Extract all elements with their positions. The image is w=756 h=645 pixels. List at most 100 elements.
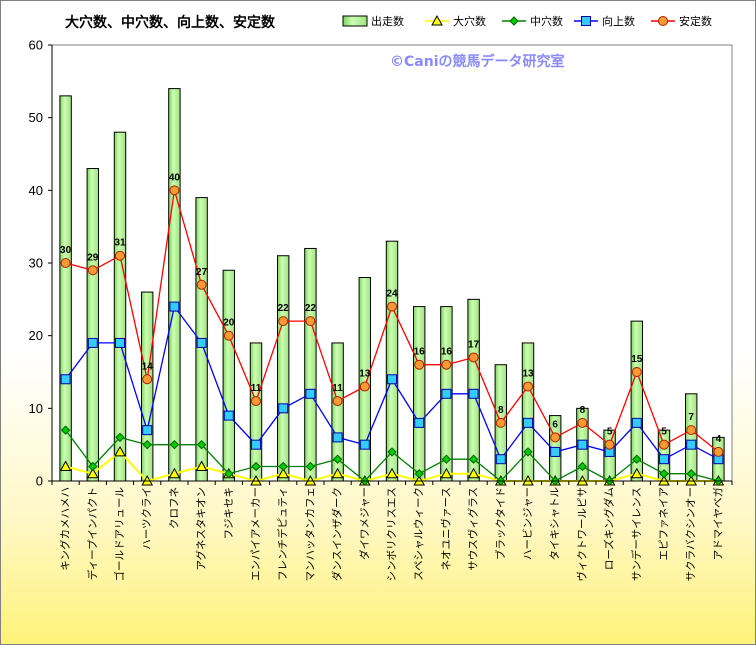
series-0-point-8 — [277, 467, 290, 479]
series-0-point-5 — [195, 460, 208, 471]
data-label-5: 27 — [196, 267, 208, 278]
series-2-point-7 — [251, 439, 261, 450]
series-1-point-3 — [142, 439, 152, 450]
y-tick-label: 10 — [29, 401, 43, 416]
series-0-point-12 — [386, 467, 398, 479]
y-tick-label: 0 — [36, 474, 43, 489]
series-3-point-22 — [659, 439, 669, 450]
series-3-point-12 — [387, 301, 397, 312]
series-1-point-9 — [305, 461, 316, 472]
series-2-point-4 — [169, 301, 180, 312]
series-1-point-2 — [115, 432, 125, 443]
x-tick-label-9: マンハッタンカフェ — [304, 487, 316, 582]
data-label-11: 13 — [359, 369, 371, 380]
series-0-point-2 — [114, 445, 126, 457]
bar-13 — [412, 306, 426, 482]
data-label-13: 16 — [414, 347, 426, 358]
data-label-18: 6 — [552, 419, 558, 430]
series-0-point-14 — [440, 467, 453, 479]
series-1-point-23 — [686, 469, 696, 479]
series-1-point-12 — [387, 447, 397, 457]
y-tick-label: 30 — [29, 256, 43, 271]
series-3-point-14 — [441, 359, 452, 370]
series-3-point-9 — [305, 316, 316, 327]
legend-marker-4 — [658, 16, 668, 26]
x-tick-label-24: アドマイヤベガ — [712, 487, 724, 560]
legend-label-0: 出走数 — [371, 14, 404, 28]
x-tick-label-22: エピファネイア — [658, 487, 670, 561]
series-3-point-15 — [468, 352, 479, 363]
data-label-16: 8 — [498, 405, 504, 416]
series-3-point-0 — [60, 258, 71, 268]
series-1-point-15 — [468, 454, 479, 464]
series-3-point-20 — [604, 439, 615, 450]
data-label-14: 16 — [441, 347, 453, 358]
series-3-point-11 — [359, 381, 370, 392]
bar-9 — [304, 247, 317, 482]
series-3-point-13 — [414, 359, 425, 370]
axes-group: 0 10 20 30 40 50 60 キングカメハメハ ディープインパクト ゴールドアリュール ハ… — [29, 38, 733, 582]
data-label-8: 22 — [278, 303, 290, 314]
data-label-9: 22 — [305, 303, 317, 314]
bar-7 — [249, 342, 263, 482]
bar-2 — [113, 131, 127, 482]
x-tick-label-16: ブラックタイド — [494, 487, 507, 560]
series-3-point-21 — [631, 367, 642, 377]
x-tick-label-23: サクラバクシンオー — [685, 487, 697, 581]
y-tick-label: 40 — [29, 183, 43, 198]
legend-swatch-0 — [342, 15, 368, 27]
series-1-point-13 — [414, 469, 424, 479]
legend-marker-1 — [431, 14, 443, 26]
series-0-point-0 — [59, 460, 72, 471]
series-3-point-8 — [278, 316, 289, 327]
y-tick-label: 50 — [29, 110, 43, 125]
series-2-point-14 — [441, 388, 452, 399]
series-0-point-15 — [467, 467, 480, 479]
series-2-point-9 — [305, 388, 316, 399]
x-tick-label-18: タイキシャトル — [549, 487, 561, 561]
series-3-point-1 — [87, 265, 98, 276]
series-1-point-10 — [332, 454, 343, 464]
series-2-point-15 — [468, 388, 479, 399]
series-0-point-21 — [630, 467, 643, 479]
series-3-point-7 — [251, 396, 261, 407]
series-3-point-16 — [495, 417, 506, 428]
bar-23 — [684, 393, 698, 482]
series-2-point-12 — [387, 374, 397, 385]
bar-12 — [385, 240, 399, 482]
y-tick-label: 20 — [29, 328, 43, 343]
series-3-point-24 — [713, 446, 724, 457]
legend-label-3: 向上数 — [602, 14, 635, 28]
watermark: ©Caniの競馬データ研究室 — [390, 53, 565, 70]
legend-marker-2 — [509, 16, 519, 26]
data-label-2: 31 — [114, 238, 126, 249]
data-label-22: 5 — [661, 427, 667, 438]
series-2-point-1 — [87, 337, 98, 348]
series-3-point-17 — [523, 381, 533, 392]
series-3-point-10 — [332, 396, 343, 407]
series-3-point-3 — [142, 374, 153, 385]
series-2-point-21 — [631, 417, 642, 428]
series-2-point-23 — [686, 439, 697, 450]
series-2-point-3 — [142, 425, 153, 436]
series-2-point-10 — [332, 432, 343, 443]
series-2-point-6 — [223, 410, 234, 421]
series-0-point-1 — [86, 467, 99, 479]
legend-label-1: 大穴数 — [453, 14, 486, 28]
series-2-point-2 — [115, 337, 125, 348]
x-tick-label-17: ハービンジャー — [522, 487, 534, 560]
series-3-point-23 — [686, 425, 697, 436]
bar-4 — [168, 88, 181, 482]
x-tick-label-6: フジキセキ — [223, 487, 235, 540]
bar-8 — [276, 255, 290, 482]
x-tick-label-14: ネオユニヴァース — [439, 487, 452, 570]
x-tick-label-20: ローズキングダム — [603, 487, 616, 570]
legend: 出走数 大穴数 中穴数 向上数 安定数 — [342, 14, 712, 28]
data-label-7: 11 — [251, 383, 262, 394]
series-1-point-22 — [659, 469, 669, 479]
data-label-6: 20 — [223, 318, 235, 329]
series-2-point-11 — [359, 439, 370, 450]
data-label-1: 29 — [87, 252, 99, 263]
series-3-point-19 — [577, 417, 588, 428]
